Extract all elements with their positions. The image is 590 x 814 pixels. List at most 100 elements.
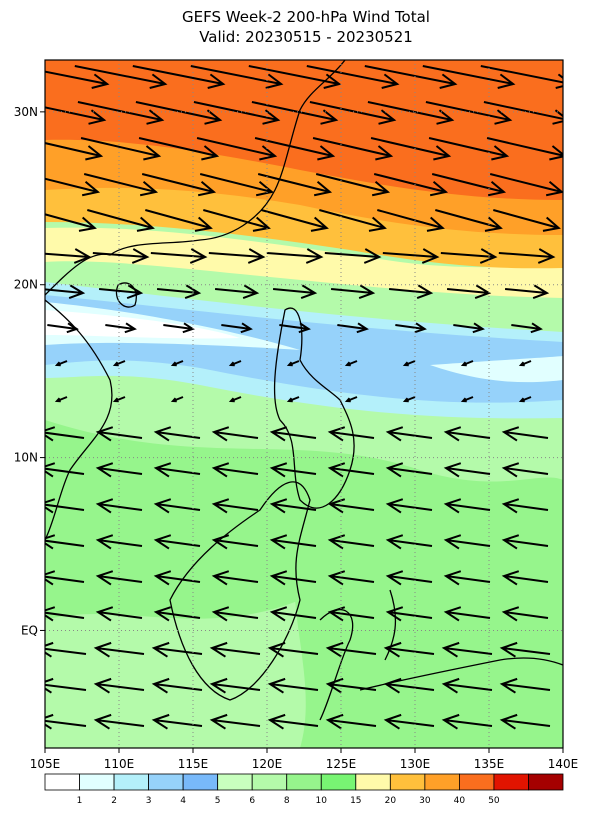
wind-arrow bbox=[493, 209, 561, 232]
coastline bbox=[384, 589, 397, 661]
wind-arrow bbox=[211, 606, 259, 622]
wind-arrow bbox=[443, 498, 491, 514]
wind-arrow bbox=[325, 713, 377, 730]
coastline bbox=[45, 299, 113, 541]
wind-arrow bbox=[370, 137, 452, 161]
wind-arrow bbox=[501, 498, 549, 514]
field-red-orange bbox=[45, 60, 563, 200]
wind-arrow bbox=[98, 284, 144, 300]
field-green bbox=[294, 520, 563, 748]
colorbar-label: 30 bbox=[419, 796, 431, 806]
wind-arrow bbox=[93, 677, 145, 694]
wind-arrow bbox=[435, 209, 503, 232]
wind-arrow bbox=[325, 677, 377, 694]
wind-arrow bbox=[45, 70, 110, 89]
wind-arrow bbox=[77, 101, 165, 125]
wind-arrow bbox=[315, 173, 391, 197]
wind-arrow bbox=[498, 248, 556, 264]
wind-arrow bbox=[286, 360, 300, 367]
wind-arrow bbox=[388, 284, 434, 300]
wind-arrow bbox=[499, 641, 551, 658]
wind-arrow bbox=[45, 142, 104, 161]
wind-arrow bbox=[74, 65, 168, 89]
wind-arrow bbox=[170, 360, 184, 367]
colorbar-box bbox=[182, 773, 219, 791]
wind-arrow bbox=[112, 360, 126, 367]
wind-arrow bbox=[208, 248, 266, 264]
wind-arrow bbox=[383, 713, 435, 730]
wind-arrow bbox=[443, 606, 491, 622]
wind-arrow bbox=[501, 606, 549, 622]
wind-arrow bbox=[501, 570, 549, 586]
wind-arrow bbox=[279, 322, 311, 334]
wind-arrow bbox=[209, 677, 261, 694]
wind-arrow bbox=[269, 570, 317, 586]
wind-arrow bbox=[93, 641, 145, 658]
wind-arrow bbox=[95, 606, 143, 622]
wind-arrow bbox=[269, 498, 317, 514]
wind-arrow bbox=[460, 360, 474, 367]
wind-arrow bbox=[309, 101, 397, 125]
title: GEFS Week-2 200-hPa Wind Total bbox=[182, 8, 430, 26]
wind-arrow bbox=[312, 137, 394, 161]
wind-vectors bbox=[45, 65, 563, 730]
wind-arrow bbox=[511, 322, 543, 334]
wind-arrow bbox=[248, 65, 342, 89]
colorbar-box bbox=[493, 773, 529, 791]
wind-arrow bbox=[254, 137, 336, 161]
colorbar-label: 50 bbox=[488, 796, 500, 806]
wind-arrow bbox=[190, 65, 284, 89]
y-tick-label: 30N bbox=[14, 105, 38, 119]
wind-arrow bbox=[138, 137, 220, 161]
wind-arrow bbox=[327, 606, 375, 622]
wind-arrow bbox=[211, 426, 259, 442]
colorbar-label: 40 bbox=[454, 796, 466, 806]
wind-arrow bbox=[327, 462, 375, 478]
coastline bbox=[115, 282, 137, 308]
wind-arrow bbox=[95, 498, 143, 514]
coastline bbox=[273, 307, 355, 509]
x-tick-label: 120E bbox=[252, 757, 283, 771]
colorbar-label: 20 bbox=[385, 796, 397, 806]
wind-arrow bbox=[92, 248, 150, 264]
subtitle: Valid: 20230515 - 20230521 bbox=[199, 28, 413, 46]
wind-arrow bbox=[324, 248, 382, 264]
wind-arrow bbox=[87, 209, 155, 232]
colorbar-label: 6 bbox=[249, 796, 255, 806]
wind-arrow bbox=[257, 173, 333, 197]
colorbar-box bbox=[458, 773, 495, 791]
wind-arrow bbox=[501, 426, 549, 442]
colorbar: 1 2 3 4 5 6 8 10 15 20 30 40 50 bbox=[44, 773, 564, 806]
wind-arrow bbox=[325, 641, 377, 658]
x-tick-label: 135E bbox=[474, 757, 505, 771]
wind-arrow bbox=[199, 173, 275, 197]
colorbar-label: 15 bbox=[350, 796, 361, 806]
wind-arrow bbox=[45, 248, 92, 264]
wind-arrow bbox=[45, 462, 85, 478]
wind-arrow bbox=[327, 534, 375, 550]
wind-arrow bbox=[95, 426, 143, 442]
x-tick-label: 105E bbox=[30, 757, 61, 771]
wind-arrow bbox=[209, 641, 261, 658]
colorbar-box bbox=[148, 773, 184, 791]
wind-arrow bbox=[385, 426, 433, 442]
wind-arrow bbox=[286, 396, 300, 403]
wind-arrow bbox=[327, 570, 375, 586]
wind-arrow bbox=[272, 284, 318, 300]
wind-arrow bbox=[383, 677, 435, 694]
wind-arrow bbox=[54, 396, 68, 403]
wind-arrow bbox=[266, 248, 324, 264]
wind-arrow bbox=[267, 677, 319, 694]
wind-arrow bbox=[319, 209, 387, 232]
wind-arrow bbox=[443, 462, 491, 478]
wind-arrow bbox=[151, 677, 203, 694]
colorbar-box bbox=[113, 773, 149, 791]
wind-arrow bbox=[45, 498, 85, 514]
colorbar-box bbox=[286, 773, 322, 791]
colorbar-label: 8 bbox=[284, 796, 290, 806]
wind-arrow bbox=[193, 101, 281, 125]
wind-arrow bbox=[269, 426, 317, 442]
wind-arrow bbox=[373, 173, 449, 197]
wind-arrow bbox=[95, 570, 143, 586]
colorbar-box bbox=[217, 773, 253, 791]
